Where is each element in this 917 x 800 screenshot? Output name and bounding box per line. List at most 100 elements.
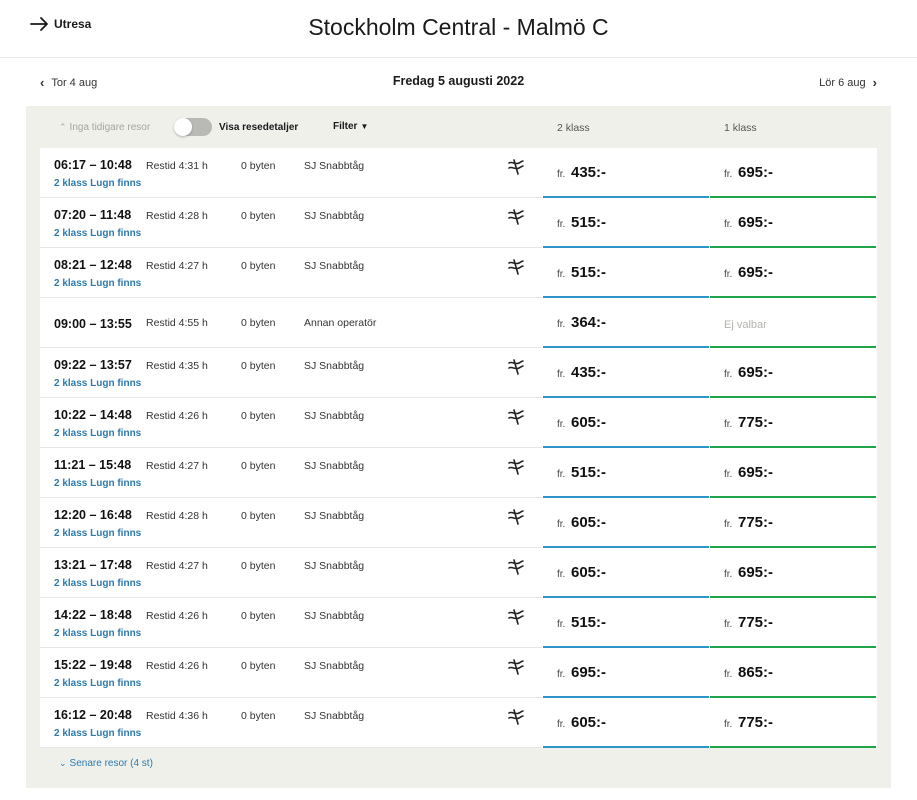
trip-operator: SJ Snabbtåg [304,260,365,272]
row-divider [40,247,542,248]
trip-duration: Restid 4:27 h [146,260,208,272]
price-1st-class[interactable]: fr. 775:- [710,398,876,448]
trip-row[interactable]: 09:00 – 13:55 Restid 4:55 h 0 byten Anna… [40,298,877,348]
not-selectable-label: Ej valbar [724,319,767,331]
trip-time: 13:21 – 17:48 [54,558,132,572]
price-2nd-class[interactable]: fr. 515:- [543,248,709,298]
lugn-info: 2 klass Lugn finns [54,528,142,539]
sj-logo-icon [507,509,525,530]
trip-operator: SJ Snabbtåg [304,510,365,522]
trip-operator: SJ Snabbtåg [304,560,365,572]
price-1st-class[interactable]: fr. 695:- [710,248,876,298]
trip-row[interactable]: 11:21 – 15:48 2 klass Lugn finns Restid … [40,448,877,498]
price-prefix: fr. [557,219,566,230]
previous-day-button[interactable]: ‹ Tor 4 aug [40,75,97,90]
trip-time: 14:22 – 18:48 [54,608,132,622]
price-prefix: fr. [557,669,566,680]
price-amount: 605:- [571,514,607,531]
price-amount: 695:- [738,214,774,231]
price-amount: 695:- [738,264,774,281]
row-divider [40,347,542,348]
price-prefix: fr. [724,269,733,280]
trip-duration: Restid 4:28 h [146,210,208,222]
trip-duration: Restid 4:28 h [146,510,208,522]
details-toggle[interactable] [174,118,212,136]
price-2nd-class[interactable]: fr. 515:- [543,198,709,248]
date-navigation: ‹ Tor 4 aug Fredag 5 augusti 2022 Lör 6 … [26,58,891,106]
price-prefix: fr. [557,269,566,280]
price-prefix: fr. [557,619,566,630]
next-day-label: Lör 6 aug [819,76,866,89]
trip-row[interactable]: 07:20 – 11:48 2 klass Lugn finns Restid … [40,198,877,248]
trip-duration: Restid 4:55 h [146,317,208,329]
next-day-button[interactable]: Lör 6 aug › [819,75,877,90]
trip-row[interactable]: 09:22 – 13:57 2 klass Lugn finns Restid … [40,348,877,398]
later-trips-button[interactable]: ⌄ Senare resor (4 st) [59,758,153,769]
trip-operator: SJ Snabbtåg [304,410,365,422]
trip-operator: SJ Snabbtåg [304,610,365,622]
price-prefix: fr. [557,319,566,330]
sj-logo-icon [507,259,525,280]
trip-changes: 0 byten [241,460,276,472]
price-amount: 435:- [571,164,607,181]
price-1st-class[interactable]: fr. 775:- [710,498,876,548]
sj-logo-icon [507,659,525,680]
trip-row[interactable]: 08:21 – 12:48 2 klass Lugn finns Restid … [40,248,877,298]
column-header-1st-class: 1 klass [724,122,757,134]
back-to-utresa-button[interactable]: Utresa [30,16,91,32]
trip-changes: 0 byten [241,710,276,722]
trip-row[interactable]: 06:17 – 10:48 2 klass Lugn finns Restid … [40,148,877,198]
price-2nd-class[interactable]: fr. 605:- [543,498,709,548]
price-2nd-class[interactable]: fr. 364:- [543,298,709,348]
trip-time: 09:00 – 13:55 [54,317,132,331]
trip-row[interactable]: 12:20 – 16:48 2 klass Lugn finns Restid … [40,498,877,548]
trip-row[interactable]: 16:12 – 20:48 2 klass Lugn finns Restid … [40,698,877,748]
trip-time: 10:22 – 14:48 [54,408,132,422]
trip-row[interactable]: 10:22 – 14:48 2 klass Lugn finns Restid … [40,398,877,448]
price-1st-class[interactable]: fr. 695:- [710,148,876,198]
filter-button[interactable]: Filter ▼ [333,121,368,132]
trip-row[interactable]: 13:21 – 17:48 2 klass Lugn finns Restid … [40,548,877,598]
price-1st-class[interactable]: fr. 865:- [710,648,876,698]
trip-time: 09:22 – 13:57 [54,358,132,372]
trip-duration: Restid 4:31 h [146,160,208,172]
lugn-info: 2 klass Lugn finns [54,278,142,289]
price-2nd-class[interactable]: fr. 435:- [543,348,709,398]
price-2nd-class[interactable]: fr. 695:- [543,648,709,698]
row-divider [40,747,542,748]
trip-operator: SJ Snabbtåg [304,210,365,222]
price-amount: 695:- [571,664,607,681]
column-header-2nd-class: 2 klass [557,122,590,134]
trip-row[interactable]: 14:22 – 18:48 2 klass Lugn finns Restid … [40,598,877,648]
lugn-info: 2 klass Lugn finns [54,628,142,639]
trip-changes: 0 byten [241,660,276,672]
price-1st-class[interactable]: fr. 695:- [710,198,876,248]
price-1st-class[interactable]: fr. 775:- [710,598,876,648]
price-2nd-class[interactable]: fr. 605:- [543,698,709,748]
price-amount: 605:- [571,564,607,581]
trip-time: 16:12 – 20:48 [54,708,132,722]
price-prefix: fr. [557,719,566,730]
price-2nd-class[interactable]: fr. 515:- [543,448,709,498]
price-amount: 775:- [738,414,774,431]
price-prefix: fr. [724,169,733,180]
trip-changes: 0 byten [241,410,276,422]
row-divider [40,447,542,448]
price-2nd-class[interactable]: fr. 605:- [543,548,709,598]
price-2nd-class[interactable]: fr. 605:- [543,398,709,448]
trip-changes: 0 byten [241,317,276,329]
price-2nd-class[interactable]: fr. 435:- [543,148,709,198]
trip-row[interactable]: 15:22 – 19:48 2 klass Lugn finns Restid … [40,648,877,698]
price-1st-class[interactable]: fr. 695:- [710,448,876,498]
price-amount: 775:- [738,714,774,731]
price-prefix: fr. [724,619,733,630]
caret-down-icon: ▼ [360,122,369,131]
price-1st-class[interactable]: fr. 695:- [710,548,876,598]
price-2nd-class[interactable]: fr. 515:- [543,598,709,648]
sj-logo-icon [507,709,525,730]
current-date: Fredag 5 augusti 2022 [392,74,525,88]
price-prefix: fr. [557,469,566,480]
price-1st-class[interactable]: fr. 775:- [710,698,876,748]
row-divider [40,647,542,648]
price-1st-class[interactable]: fr. 695:- [710,348,876,398]
